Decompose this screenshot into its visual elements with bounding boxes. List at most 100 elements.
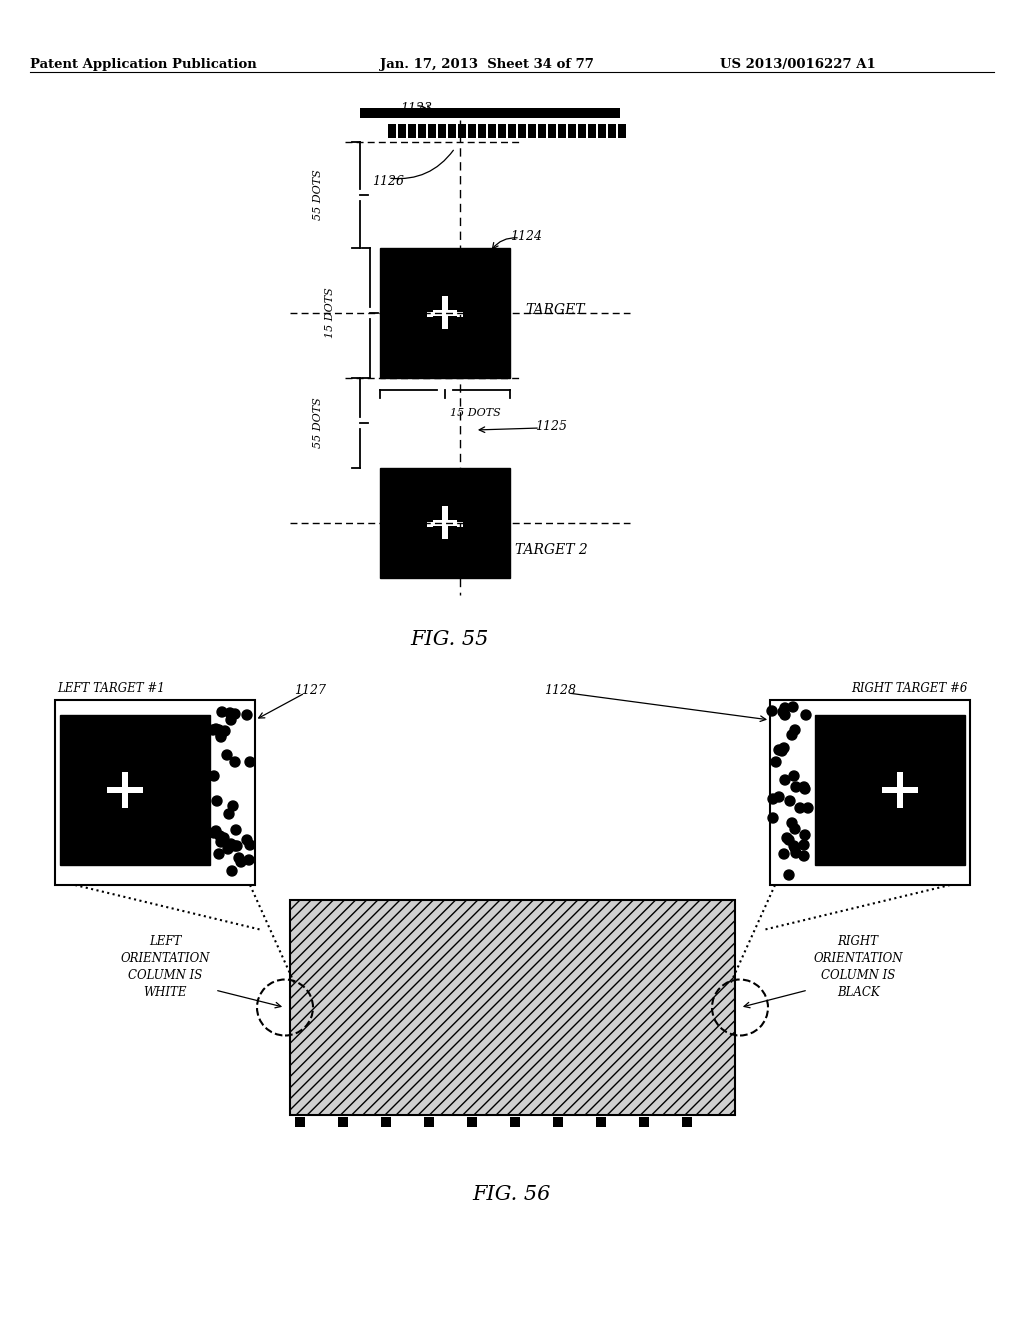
Circle shape: [791, 781, 801, 792]
Circle shape: [131, 747, 138, 755]
Circle shape: [212, 796, 222, 807]
Circle shape: [788, 702, 798, 711]
Circle shape: [131, 800, 138, 807]
Circle shape: [171, 800, 177, 807]
Circle shape: [216, 730, 226, 741]
Bar: [427, 521, 433, 527]
Circle shape: [80, 734, 86, 742]
Circle shape: [119, 774, 126, 780]
Circle shape: [158, 774, 165, 780]
Circle shape: [777, 746, 787, 756]
Circle shape: [105, 800, 113, 807]
Circle shape: [790, 843, 800, 853]
Circle shape: [119, 734, 126, 742]
Circle shape: [158, 722, 165, 729]
Bar: [510, 1117, 520, 1127]
Circle shape: [768, 813, 778, 822]
Circle shape: [768, 795, 778, 804]
Circle shape: [183, 760, 190, 767]
Circle shape: [67, 813, 74, 820]
Circle shape: [67, 825, 74, 833]
Circle shape: [219, 833, 229, 843]
Circle shape: [67, 722, 74, 729]
Bar: [568, 124, 575, 139]
Circle shape: [225, 708, 234, 718]
Text: LEFT
ORIENTATION
COLUMN IS
WHITE: LEFT ORIENTATION COLUMN IS WHITE: [120, 935, 210, 999]
Circle shape: [790, 725, 800, 735]
Circle shape: [144, 760, 152, 767]
Circle shape: [171, 787, 177, 793]
Bar: [449, 124, 456, 139]
Circle shape: [780, 775, 790, 785]
Circle shape: [183, 838, 190, 846]
Circle shape: [67, 838, 74, 846]
Circle shape: [92, 838, 99, 846]
Text: 1128: 1128: [544, 684, 575, 697]
Bar: [458, 124, 466, 139]
Bar: [528, 124, 536, 139]
Circle shape: [244, 855, 254, 865]
Bar: [882, 787, 918, 793]
Circle shape: [119, 800, 126, 807]
Circle shape: [799, 781, 809, 792]
Bar: [380, 469, 510, 578]
Circle shape: [183, 813, 190, 820]
Bar: [682, 1117, 692, 1127]
Text: 1125: 1125: [535, 420, 567, 433]
Circle shape: [228, 801, 238, 810]
Circle shape: [80, 838, 86, 846]
Circle shape: [778, 708, 788, 717]
Circle shape: [105, 825, 113, 833]
Circle shape: [80, 774, 86, 780]
Circle shape: [92, 813, 99, 820]
Circle shape: [131, 734, 138, 742]
Circle shape: [119, 838, 126, 846]
Circle shape: [119, 722, 126, 729]
Circle shape: [144, 825, 152, 833]
Circle shape: [158, 734, 165, 742]
Bar: [467, 1117, 477, 1127]
Circle shape: [80, 800, 86, 807]
Circle shape: [209, 828, 219, 838]
Text: 55 DOTS: 55 DOTS: [313, 397, 323, 449]
Bar: [442, 296, 449, 301]
Circle shape: [131, 722, 138, 729]
Bar: [508, 124, 516, 139]
Circle shape: [771, 756, 781, 767]
Bar: [418, 124, 426, 139]
Circle shape: [800, 830, 810, 840]
Circle shape: [92, 722, 99, 729]
Circle shape: [92, 774, 99, 780]
Bar: [55, 700, 255, 884]
Bar: [295, 1117, 305, 1127]
Bar: [381, 1117, 391, 1127]
Bar: [442, 535, 449, 539]
Bar: [442, 510, 449, 537]
Circle shape: [144, 734, 152, 742]
Circle shape: [217, 708, 227, 717]
Circle shape: [214, 849, 224, 859]
Circle shape: [144, 838, 152, 846]
Circle shape: [245, 756, 255, 767]
Circle shape: [131, 760, 138, 767]
Circle shape: [92, 825, 99, 833]
Circle shape: [224, 809, 234, 818]
Circle shape: [800, 784, 810, 795]
Circle shape: [780, 710, 790, 719]
Circle shape: [105, 774, 113, 780]
Circle shape: [119, 825, 126, 833]
Bar: [424, 1117, 434, 1127]
Circle shape: [80, 787, 86, 793]
Text: LEFT TARGET #1: LEFT TARGET #1: [57, 682, 165, 696]
Circle shape: [131, 813, 138, 820]
Bar: [106, 787, 143, 793]
Bar: [598, 124, 606, 139]
Text: US 2013/0016227 A1: US 2013/0016227 A1: [720, 58, 876, 71]
Circle shape: [209, 771, 219, 781]
Text: Jan. 17, 2013  Sheet 34 of 77: Jan. 17, 2013 Sheet 34 of 77: [380, 58, 594, 71]
Bar: [398, 124, 406, 139]
Text: 15 DOTS: 15 DOTS: [450, 408, 501, 418]
Circle shape: [144, 813, 152, 820]
Circle shape: [784, 870, 794, 880]
Circle shape: [242, 710, 252, 719]
